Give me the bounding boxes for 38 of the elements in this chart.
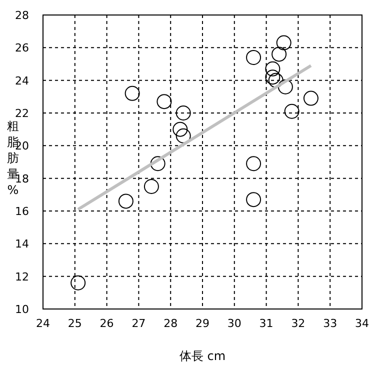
point <box>156 94 172 110</box>
x-axis-title: 体長 cm <box>179 349 226 363</box>
point <box>124 86 140 101</box>
x-tick-label: 31 <box>259 317 274 330</box>
x-tick-label: 33 <box>323 317 338 330</box>
point <box>303 90 318 106</box>
x-tick-label: 30 <box>227 317 242 330</box>
y-tick-label: 16 <box>15 205 29 218</box>
x-tick-label: 32 <box>291 317 306 330</box>
point <box>118 194 134 209</box>
point <box>246 156 262 172</box>
y-tick-label: 28 <box>15 9 29 22</box>
x-tick-label: 29 <box>196 317 210 330</box>
x-tick-label: 24 <box>36 317 50 330</box>
point <box>150 156 166 172</box>
y-tick-label: 14 <box>15 238 29 251</box>
point <box>144 179 159 194</box>
point <box>246 50 262 65</box>
point <box>276 35 292 50</box>
point <box>176 106 191 120</box>
point <box>265 70 280 85</box>
y-tick-label: 10 <box>15 303 29 316</box>
y-tick-label: 22 <box>15 107 29 120</box>
x-tick-label: 25 <box>68 317 82 330</box>
point <box>70 275 86 290</box>
x-tick-label: 27 <box>132 317 146 330</box>
y-tick-label: 26 <box>15 42 29 55</box>
x-tick-label: 34 <box>355 317 369 330</box>
y-tick-label: 12 <box>15 270 29 284</box>
x-tick-label: 28 <box>164 317 178 330</box>
point <box>246 192 262 208</box>
y-tick-label: 24 <box>15 74 29 88</box>
point <box>172 122 188 137</box>
point <box>278 79 293 94</box>
point <box>272 46 287 62</box>
x-tick-label: 26 <box>100 317 114 330</box>
point <box>284 104 300 119</box>
point <box>265 61 280 76</box>
